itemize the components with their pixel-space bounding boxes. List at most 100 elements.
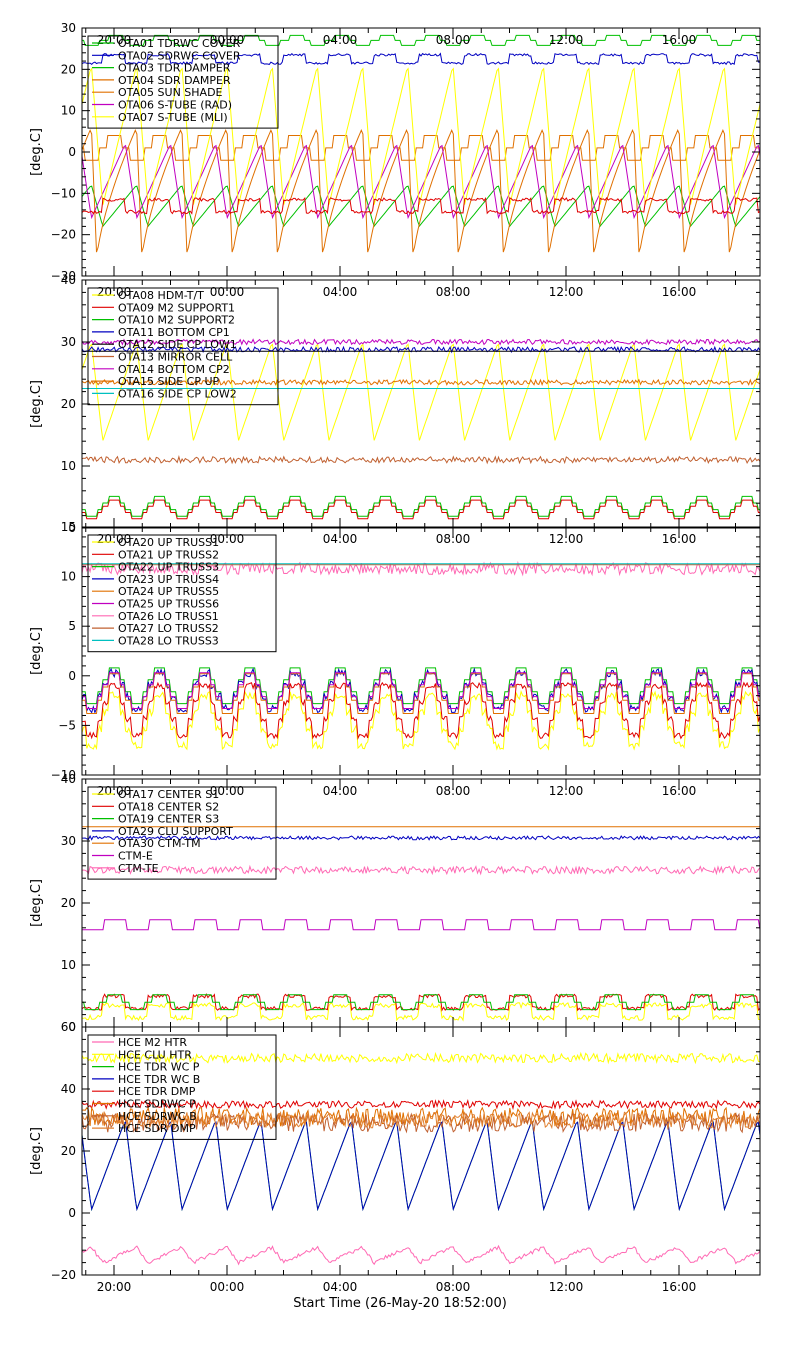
x-tick-label: 08:00 bbox=[436, 285, 471, 299]
x-tick-label: 12:00 bbox=[549, 784, 584, 798]
legend-entry: OTA08 HDM-T/T bbox=[118, 289, 204, 302]
x-tick-label: 16:00 bbox=[662, 33, 697, 47]
series-line-2 bbox=[82, 52, 760, 66]
y-axis-title: [deg.C] bbox=[29, 380, 44, 428]
series-line-3 bbox=[82, 495, 760, 517]
legend-entry: OTA25 UP TRUSS6 bbox=[118, 598, 219, 611]
chart-panel-5: −20 0 20 40 60 20:00 00:00 04:00 08:00 12:00 16:00… bbox=[29, 1020, 761, 1294]
x-tick-label: 08:00 bbox=[436, 784, 471, 798]
series-group bbox=[82, 560, 760, 751]
x-tick-label: 12:00 bbox=[549, 33, 584, 47]
series-line-2 bbox=[82, 499, 760, 520]
plot-frame bbox=[81, 526, 761, 776]
legend-entry: HCE TDR WC P bbox=[118, 1061, 200, 1074]
legend-entry: OTA28 LO TRUSS3 bbox=[118, 634, 219, 647]
series-line-4 bbox=[82, 1121, 760, 1212]
legend-entry: OTA29 CLU SUPPORT bbox=[118, 825, 233, 838]
y-tick-label: 40 bbox=[61, 1082, 76, 1096]
x-tick-label: 00:00 bbox=[210, 532, 245, 546]
x-tick-label: 08:00 bbox=[436, 1280, 471, 1294]
legend-entry: OTA15 SIDE CP UP bbox=[118, 375, 220, 388]
x-tick-label: 04:00 bbox=[323, 784, 358, 798]
legend-entry: OTA24 UP TRUSS5 bbox=[118, 585, 219, 598]
legend-entry: HCE SDRWC B bbox=[118, 1110, 197, 1123]
legend-box bbox=[87, 287, 279, 406]
legend-entry: OTA18 CENTER S2 bbox=[118, 800, 219, 813]
legend-entry: HCE M2 HTR bbox=[118, 1036, 187, 1049]
x-tick-label: 04:00 bbox=[323, 1280, 358, 1294]
y-tick-label: 20 bbox=[61, 397, 76, 411]
legend-entry: OTA01 TDRWC COVER bbox=[118, 37, 241, 50]
x-tick-label: 12:00 bbox=[549, 1280, 584, 1294]
series-group bbox=[82, 34, 760, 253]
legend-entry: CTM-TE bbox=[118, 862, 159, 875]
series-line-7 bbox=[82, 338, 760, 346]
series-line-1 bbox=[82, 34, 760, 46]
legend-entry: OTA13 MIRROR CELL bbox=[118, 351, 233, 364]
series-line-6 bbox=[82, 672, 760, 709]
series-line-8 bbox=[82, 1110, 760, 1130]
series-line-4 bbox=[82, 345, 760, 354]
y-tick-label: 30 bbox=[61, 21, 76, 35]
legend-entry: OTA17 CENTER S1 bbox=[118, 788, 219, 801]
y-tick-label: 0 bbox=[68, 1020, 76, 1034]
series-line-6 bbox=[82, 455, 760, 465]
y-tick-label: 10 bbox=[61, 570, 76, 584]
y-tick-label: 20 bbox=[61, 1144, 76, 1158]
legend-box bbox=[87, 534, 277, 653]
legend-entry: OTA16 SIDE CP LOW2 bbox=[118, 387, 237, 400]
legend-entry: HCE SDRWC P bbox=[118, 1098, 196, 1111]
legend-entry: OTA03 TDR DAMPER bbox=[118, 62, 231, 75]
legend-entry: OTA20 UP TRUSS1 bbox=[118, 536, 219, 549]
series-line-5 bbox=[82, 673, 760, 714]
legend-entry: OTA19 CENTER S3 bbox=[118, 813, 219, 826]
y-tick-label: 20 bbox=[61, 896, 76, 910]
y-axis-title: [deg.C] bbox=[29, 128, 44, 176]
x-tick-label: 20:00 bbox=[97, 1280, 132, 1294]
series-line-1 bbox=[82, 1244, 760, 1266]
legend-entry: OTA21 UP TRUSS2 bbox=[118, 548, 219, 561]
y-tick-label: −5 bbox=[58, 718, 76, 732]
x-tick-label: 04:00 bbox=[323, 33, 358, 47]
series-line-2 bbox=[82, 681, 760, 740]
legend-entry: OTA04 SDR DAMPER bbox=[118, 74, 231, 87]
x-tick-label: 12:00 bbox=[549, 285, 584, 299]
legend-entry: HCE TDR WC B bbox=[118, 1073, 200, 1086]
legend-entry: HCE SDR DMP bbox=[118, 1122, 196, 1135]
legend-entry: OTA23 UP TRUSS4 bbox=[118, 573, 219, 586]
series-line-4 bbox=[82, 667, 760, 715]
x-tick-label: 04:00 bbox=[323, 532, 358, 546]
series-line-8 bbox=[82, 197, 760, 215]
y-tick-label: 40 bbox=[61, 273, 76, 287]
y-tick-label: 20 bbox=[61, 62, 76, 76]
x-tick-label: 08:00 bbox=[436, 33, 471, 47]
y-axis-title: [deg.C] bbox=[29, 1127, 44, 1175]
y-tick-label: 60 bbox=[61, 1020, 76, 1034]
legend-entry: OTA06 S-TUBE (RAD) bbox=[118, 99, 232, 112]
x-axis-title: Start Time (26-May-20 18:52:00) bbox=[293, 1296, 507, 1311]
legend-entry: OTA07 S-TUBE (MLI) bbox=[118, 111, 228, 124]
legend-entry: OTA14 BOTTOM CP2 bbox=[118, 363, 230, 376]
series-line-7 bbox=[82, 864, 760, 876]
series-line-1 bbox=[82, 343, 760, 441]
x-tick-label: 00:00 bbox=[210, 784, 245, 798]
legend-entry: OTA26 LO TRUSS1 bbox=[118, 610, 219, 623]
x-tick-label: 00:00 bbox=[210, 1280, 245, 1294]
legend-entry: CTM-E bbox=[118, 850, 153, 863]
legend-entry: HCE TDR DMP bbox=[118, 1085, 196, 1098]
y-tick-label: 10 bbox=[61, 958, 76, 972]
legend-entry: OTA12 SIDE CP LOW1 bbox=[118, 338, 237, 351]
y-tick-label: 40 bbox=[61, 772, 76, 786]
series-line-3 bbox=[82, 667, 760, 705]
series-line-5 bbox=[82, 1098, 760, 1111]
y-tick-label: −20 bbox=[51, 1268, 76, 1282]
y-tick-label: 5 bbox=[68, 619, 76, 633]
y-tick-label: 30 bbox=[61, 834, 76, 848]
legend-box bbox=[87, 786, 277, 880]
legend-entry: OTA27 LO TRUSS2 bbox=[118, 622, 219, 635]
legend-entry: HCE CLU HTR bbox=[118, 1048, 192, 1061]
